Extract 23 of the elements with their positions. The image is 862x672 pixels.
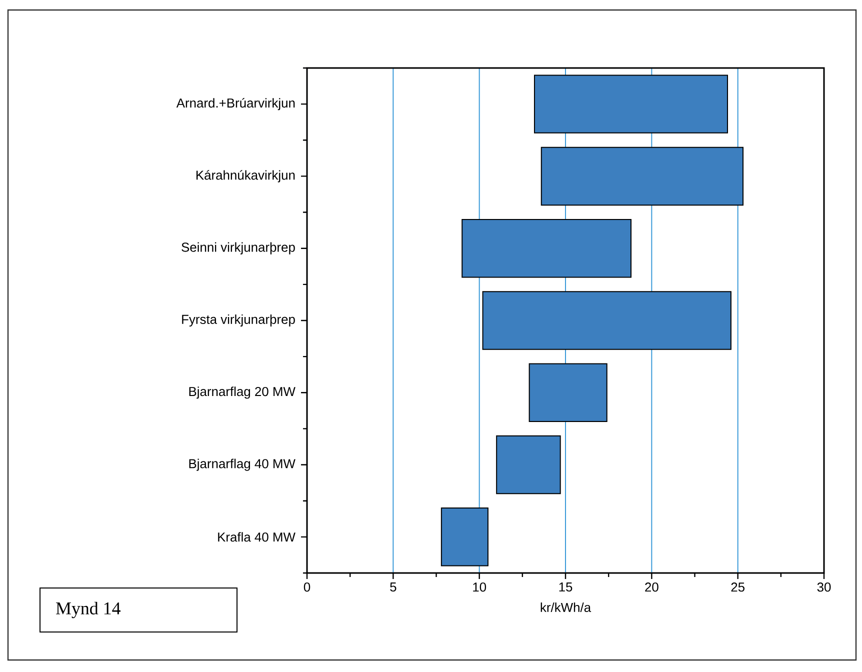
- x-tick-label: 25: [731, 582, 744, 592]
- y-tick-label: Bjarnarflag 20 MW: [189, 386, 296, 399]
- bar: [482, 291, 732, 350]
- bar: [534, 74, 728, 134]
- bar: [462, 219, 632, 278]
- y-tick-label: Krafla 40 MW: [218, 532, 296, 542]
- bar: [528, 363, 608, 422]
- x-tick-label: 10: [473, 582, 486, 592]
- y-tick-label: Seinni virkjunarþrep: [182, 242, 295, 254]
- x-tick-label: 20: [645, 582, 658, 592]
- bar: [440, 508, 488, 566]
- x-tick-label: 5: [390, 582, 396, 592]
- y-tick-label: Arnard.+Brúarvirkjun: [176, 98, 295, 110]
- x-axis-title: kr/kWh/a: [540, 602, 592, 612]
- text: Mynd 14: [56, 602, 121, 618]
- x-tick-label: 30: [817, 582, 831, 592]
- y-tick-label: Bjarnarflag 40 MW: [189, 458, 296, 471]
- x-tick-label: 0: [304, 582, 310, 592]
- y-tick-label: Fyrsta virkjunarþrep: [182, 314, 295, 327]
- x-tick-label: 15: [559, 582, 572, 592]
- y-tick-label: Kárahnúkavirkjun: [196, 170, 295, 182]
- bar: [496, 435, 561, 494]
- bar: [540, 146, 744, 206]
